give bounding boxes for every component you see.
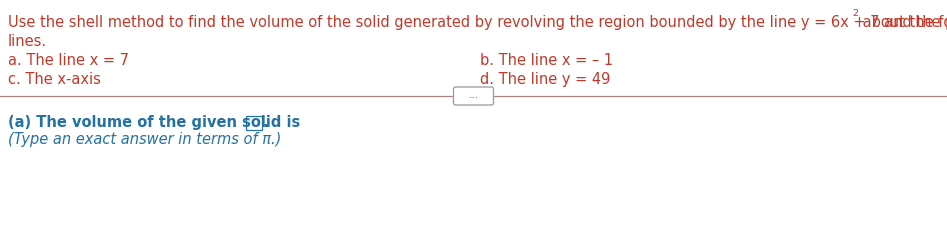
Text: ...: ... [469, 90, 478, 100]
Text: (Type an exact answer in terms of π.): (Type an exact answer in terms of π.) [8, 132, 281, 147]
Text: lines.: lines. [8, 34, 47, 49]
Text: a. The line x = 7: a. The line x = 7 [8, 53, 129, 68]
Text: b. The line x = – 1: b. The line x = – 1 [480, 53, 613, 68]
Text: .: . [263, 115, 269, 130]
Bar [246, 116, 262, 130]
Text: Use the shell method to find the volume of the solid generated by revolving the : Use the shell method to find the volume … [8, 15, 947, 30]
Text: c. The x-axis: c. The x-axis [8, 72, 101, 87]
FancyBboxPatch shape [454, 87, 493, 105]
Text: d. The line y = 49: d. The line y = 49 [480, 72, 611, 87]
Text: 2: 2 [852, 9, 858, 18]
Text: (a) The volume of the given solid is: (a) The volume of the given solid is [8, 115, 305, 130]
Text: about the following: about the following [858, 15, 947, 30]
